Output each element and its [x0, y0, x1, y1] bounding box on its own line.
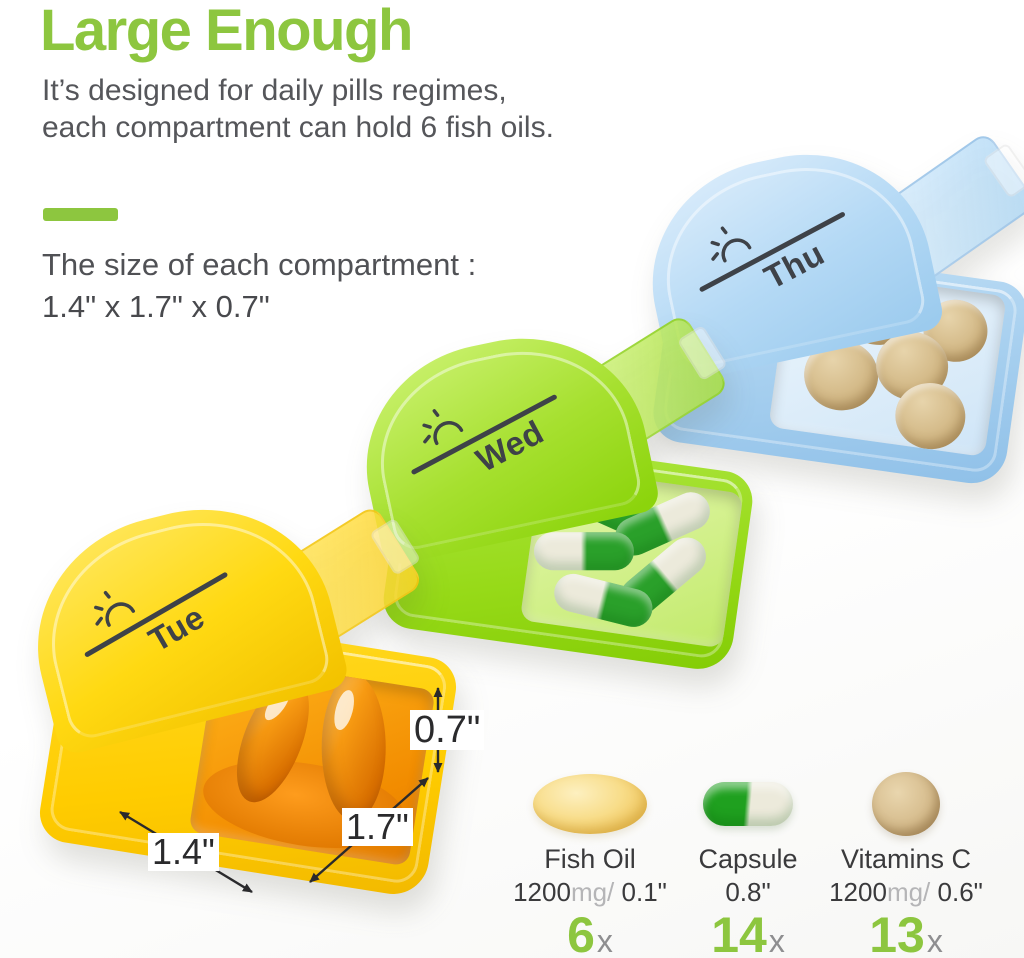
day-label: Thu — [677, 163, 883, 336]
spec-dose: 1200 — [513, 877, 571, 907]
legend-count: 14 x — [658, 907, 838, 958]
vitamin-tablet-icon — [872, 772, 940, 836]
subtitle-line-1: It’s designed for daily pills regimes, — [42, 74, 507, 107]
flap-latch — [677, 325, 728, 381]
spec-size: 0.6" — [930, 877, 983, 907]
box-lid: Wed — [344, 314, 662, 568]
legend-count: 6 x — [500, 907, 680, 958]
fish-oil-pill — [321, 674, 386, 821]
subtitle-line-2: each compartment can hold 6 fish oils. — [42, 111, 554, 144]
dimension-label-width: 1.4" — [148, 833, 219, 871]
page-title: Large Enough — [40, 0, 413, 63]
pill-image-slot — [658, 768, 838, 840]
legend-item-capsule: Capsule 0.8" 14 x — [658, 768, 838, 958]
count-times: x — [926, 923, 943, 958]
legend-pill-name: Capsule — [698, 844, 798, 874]
day-label: Wed — [389, 346, 595, 519]
day-text: Thu — [758, 234, 831, 297]
size-note-text: The size of each compartment : — [42, 247, 477, 282]
sunrise-icon — [422, 409, 464, 446]
subtitle: It’s designed for daily pills regimes, e… — [42, 72, 554, 146]
spec-size: 0.1" — [614, 877, 667, 907]
pillbox-wed: Wed — [344, 313, 757, 674]
spec-size: 0.8" — [725, 877, 771, 907]
sunrise-icon — [710, 226, 752, 263]
capsule-pill — [533, 532, 634, 571]
legend-pill-spec: 1200mg/ 0.6" — [816, 879, 996, 905]
pillbox-thu: Thu — [630, 130, 1024, 488]
count-times: x — [768, 923, 785, 958]
day-text: Tue — [142, 597, 211, 659]
spec-unit: mg/ — [886, 877, 931, 907]
spec-unit: mg/ — [570, 877, 615, 907]
box-lid: Thu — [630, 131, 946, 385]
sunrise-icon — [94, 591, 136, 627]
legend-pill-spec: 1200mg/ 0.1" — [500, 879, 680, 905]
pill-image-slot — [816, 768, 996, 840]
size-note-dimensions: 1.4" x 1.7" x 0.7" — [42, 289, 270, 324]
pill-image-slot — [500, 768, 680, 840]
flap-latch — [982, 142, 1024, 199]
flap-latch — [369, 517, 422, 577]
count-number: 14 — [711, 907, 767, 958]
dimension-label-height: 0.7" — [410, 710, 485, 750]
count-number: 13 — [869, 907, 925, 958]
legend-pill-name: Fish Oil — [544, 844, 636, 874]
count-number: 6 — [567, 907, 595, 958]
compartment-size-note: The size of each compartment : 1.4" x 1.… — [42, 244, 476, 328]
count-times: x — [596, 923, 613, 958]
legend-item-fish-oil: Fish Oil 1200mg/ 0.1" 6 x — [500, 768, 680, 958]
legend-count: 13 x — [816, 907, 996, 958]
legend-item-vitamins-c: Vitamins C 1200mg/ 0.6" 13 x — [816, 768, 996, 958]
dimension-label-length: 1.7" — [342, 808, 413, 846]
legend-pill-spec: 0.8" — [658, 879, 838, 905]
box-lid: Tue — [11, 481, 351, 757]
accent-dash — [43, 208, 118, 221]
fish-oil-pill-icon — [533, 774, 647, 834]
day-label: Tue — [61, 524, 267, 701]
capsule-pill-icon — [703, 782, 793, 826]
legend-pill-name: Vitamins C — [840, 844, 972, 874]
spec-dose: 1200 — [829, 877, 887, 907]
pillbox-tue: Tue — [11, 481, 461, 900]
